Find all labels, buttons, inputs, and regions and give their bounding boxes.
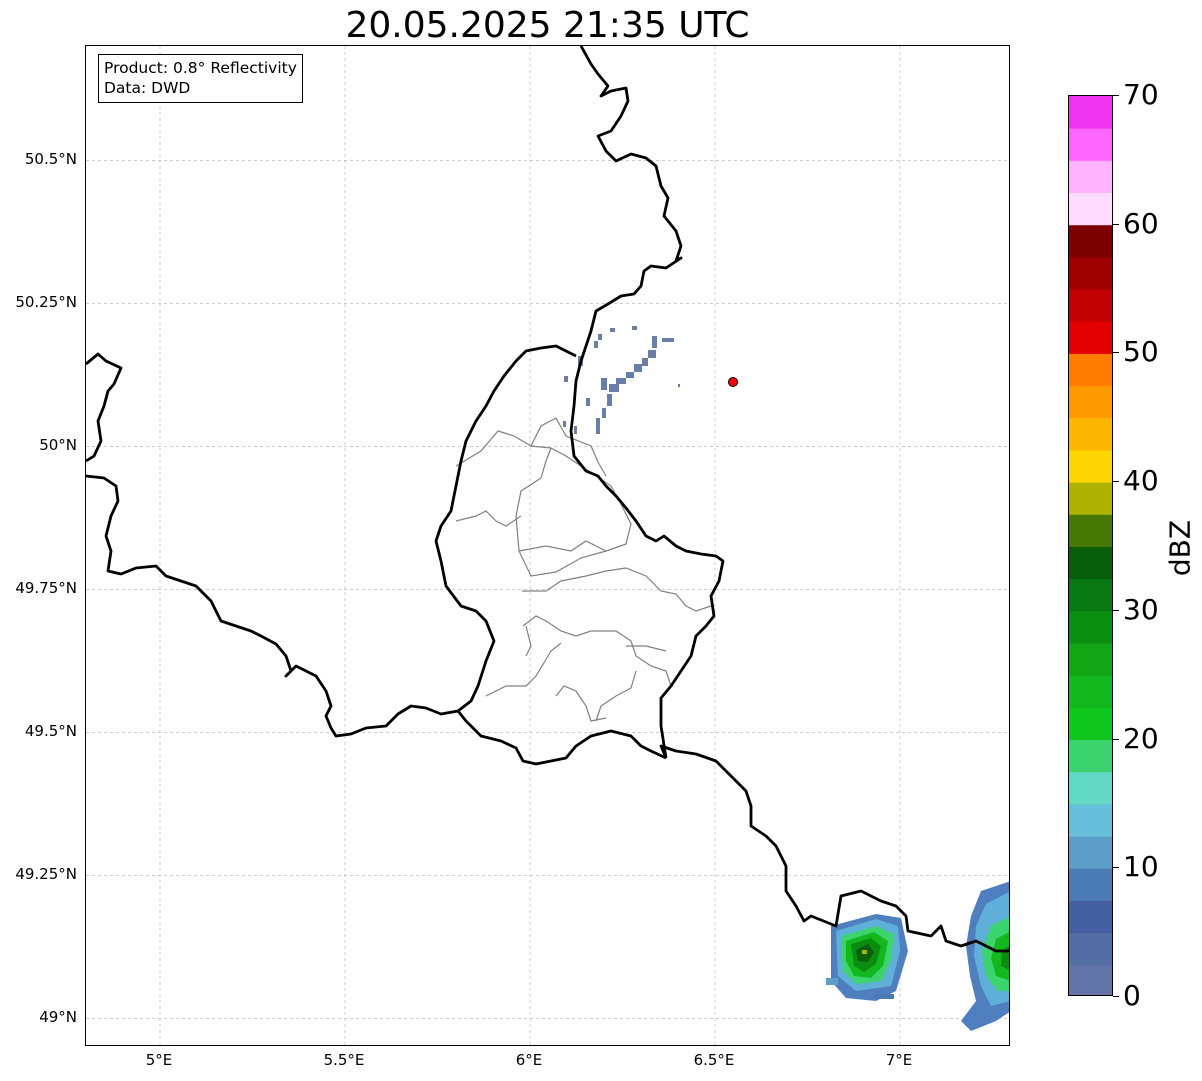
colorbar-tick-mark <box>1113 996 1119 997</box>
echo-cluster-north <box>563 326 680 434</box>
colorbar-bin <box>1069 707 1112 741</box>
map-title: 20.05.2025 21:35 UTC <box>345 5 750 46</box>
colorbar-bin <box>1069 932 1112 966</box>
colorbar-bin <box>1069 578 1112 612</box>
colorbar-bin <box>1069 449 1112 483</box>
colorbar-tick-label: 60 <box>1123 206 1159 240</box>
colorbar-tick-mark <box>1113 481 1119 483</box>
colorbar-bin <box>1069 546 1112 580</box>
colorbar-tick-label: 70 <box>1123 78 1159 111</box>
product-info-box: Product: 0.8° Reflectivity Data: DWD <box>98 54 303 103</box>
colorbar-bin <box>1069 385 1112 419</box>
lat-tick-label: 49.75°N <box>15 579 77 598</box>
radar-echoes <box>563 326 1009 1031</box>
country-borders <box>86 46 1009 953</box>
colorbar-bin <box>1069 803 1112 837</box>
map-canvas <box>86 46 1009 1045</box>
colorbar-bin <box>1069 868 1112 901</box>
lat-tick-label: 49.5°N <box>24 722 77 741</box>
lat-tick-label: 50.25°N <box>15 293 77 312</box>
colorbar-bin <box>1069 964 1112 995</box>
colorbar-bin <box>1069 192 1112 226</box>
colorbar-tick-mark <box>1113 95 1119 96</box>
colorbar-bin <box>1069 160 1112 194</box>
colorbar-bin <box>1069 643 1112 676</box>
colorbar-bin <box>1069 353 1112 387</box>
colorbar-label: dBZ <box>1163 519 1197 577</box>
product-label: Product: 0.8° Reflectivity <box>104 59 297 77</box>
lon-tick-label: 5.5°E <box>323 1051 365 1069</box>
data-source-label: Data: DWD <box>104 79 191 97</box>
colorbar-tick-label: 40 <box>1123 464 1159 498</box>
colorbar-bin <box>1069 321 1112 354</box>
lat-tick-label: 50°N <box>39 436 77 455</box>
colorbar-tick-label: 50 <box>1123 335 1159 369</box>
colorbar-tick-mark <box>1113 352 1119 354</box>
echo-cluster-south <box>826 914 908 1001</box>
colorbar-tick-label: 0 <box>1123 979 1141 1012</box>
colorbar-bin <box>1069 771 1112 805</box>
colorbar-bin <box>1069 482 1112 515</box>
colorbar-bin <box>1069 675 1112 708</box>
colorbar-tick-mark <box>1113 609 1119 611</box>
colorbar-tick-label: 20 <box>1123 721 1159 755</box>
colorbar-tick-label: 10 <box>1123 850 1159 884</box>
colorbar-bin <box>1069 96 1112 129</box>
radar-map <box>85 45 1010 1046</box>
echo-cluster-southeast <box>961 881 1009 1031</box>
colorbar-bin <box>1069 128 1112 161</box>
colorbar-tick-mark <box>1113 867 1119 869</box>
colorbar-bin <box>1069 610 1112 644</box>
colorbar-bin <box>1069 289 1112 322</box>
colorbar <box>1068 95 1113 996</box>
colorbar-tick-mark <box>1113 738 1119 740</box>
colorbar-bin <box>1069 739 1112 773</box>
colorbar-bin <box>1069 417 1112 451</box>
luxembourg-cantons <box>455 417 712 722</box>
colorbar-bin <box>1069 514 1112 547</box>
colorbar-gradient <box>1069 96 1112 995</box>
colorbar-tick-label: 30 <box>1123 592 1159 626</box>
lon-tick-label: 7°E <box>885 1051 913 1069</box>
lat-tick-label: 49.25°N <box>15 865 77 884</box>
colorbar-bin <box>1069 836 1112 869</box>
lon-tick-label: 5°E <box>145 1051 173 1069</box>
lat-tick-label: 49°N <box>39 1008 77 1027</box>
lon-tick-label: 6°E <box>515 1051 543 1069</box>
colorbar-tick-mark <box>1113 223 1119 225</box>
lon-tick-label: 6.5°E <box>693 1051 735 1069</box>
colorbar-bin <box>1069 224 1112 258</box>
lat-tick-label: 50.5°N <box>24 150 77 169</box>
radar-site-marker <box>727 377 738 388</box>
colorbar-bin <box>1069 900 1112 934</box>
colorbar-bin <box>1069 256 1112 290</box>
